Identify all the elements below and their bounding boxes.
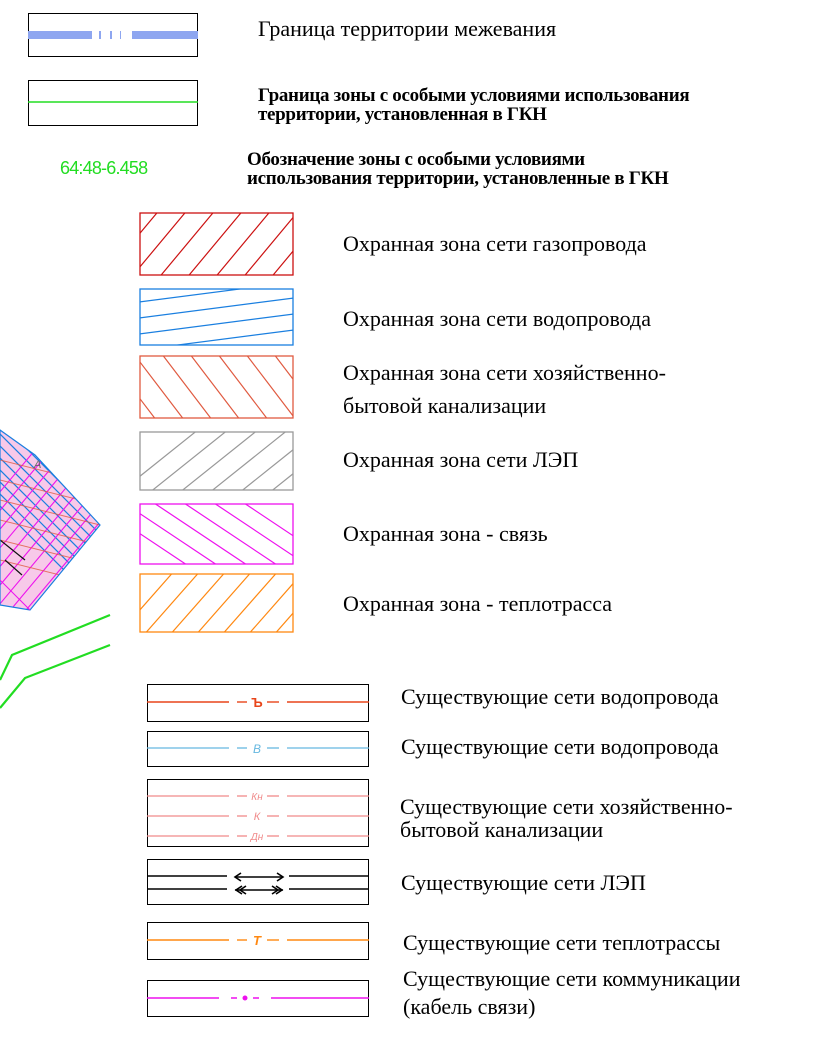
sewage-zone-label-1: Охранная зона сети хозяйственно- <box>343 360 666 385</box>
water2-network-symbol: В <box>253 742 261 756</box>
sewage-network-symbol-2: К <box>254 811 261 823</box>
gas-zone-label: Охранная зона сети газопровода <box>343 231 647 256</box>
power-zone-label: Охранная зона сети ЛЭП <box>343 447 579 472</box>
power-zone-hatch-icon <box>139 431 294 491</box>
comm-network-dot-icon <box>242 995 248 1001</box>
sewage-network-symbol-1: Кн <box>251 792 263 803</box>
gkn-zone-icon <box>28 80 198 126</box>
heat-network-line-icon: Т <box>147 922 369 960</box>
zone-code: 64:48-6.458 <box>60 158 148 178</box>
heat-network-symbol: Т <box>253 933 262 948</box>
water-network-symbol: Ъ <box>251 695 262 710</box>
map-fragment: A <box>0 429 111 709</box>
heat-zone-label: Охранная зона - теплотрасса <box>343 591 613 616</box>
boundary-label: Граница территории межевания <box>258 16 557 41</box>
comm-zone-hatch-icon <box>139 503 294 565</box>
map-zone-overlap <box>0 430 100 610</box>
zone-code-label-1: Обозначение зоны с особыми условиями <box>247 149 585 170</box>
water2-network-line-icon: В <box>147 731 369 767</box>
gkn-zone-label-1: Граница зоны с особыми условиями использ… <box>258 85 690 106</box>
power-network-line-icon <box>147 859 369 905</box>
gkn-zone-label-2: территории, установленная в ГКН <box>258 104 547 125</box>
sewage-zone-hatch-icon <box>139 355 294 419</box>
zone-code-label-2: использования территории, установленные … <box>247 168 669 189</box>
boundary-icon <box>28 13 198 57</box>
map-mark: A <box>33 459 41 471</box>
sewage-network-symbol-3: Дн <box>250 832 264 843</box>
water-zone-hatch-icon <box>139 288 294 346</box>
sewage-zone-label-2: бытовой канализации <box>343 393 547 418</box>
comm-zone-label: Охранная зона - связь <box>343 521 548 546</box>
gas-zone-hatch-icon <box>139 212 294 276</box>
sewage-network-label-1: Существующие сети хозяйственно- <box>400 794 733 819</box>
gkn-boundary-line-1 <box>0 613 111 681</box>
power-network-label: Существующие сети ЛЭП <box>401 870 646 895</box>
water2-network-label: Существующие сети водопровода <box>401 734 719 759</box>
heat-network-label: Существующие сети теплотрассы <box>403 930 721 955</box>
sewage-network-line-icon: Кн К Дн <box>147 779 369 847</box>
sewage-network-label-2: бытовой канализации <box>400 817 604 842</box>
gkn-boundary-line-2 <box>0 643 111 709</box>
heat-zone-hatch-icon <box>139 573 294 633</box>
water-network-label-1: Существующие сети водопровода <box>401 684 719 709</box>
comm-network-line-icon <box>147 980 369 1017</box>
water-zone-label: Охранная зона сети водопровода <box>343 306 651 331</box>
water-network-line-icon: Ъ <box>147 684 369 722</box>
comm-network-label-1: Существующие сети коммуникации <box>403 966 741 991</box>
comm-network-label-2: (кабель связи) <box>403 994 536 1019</box>
